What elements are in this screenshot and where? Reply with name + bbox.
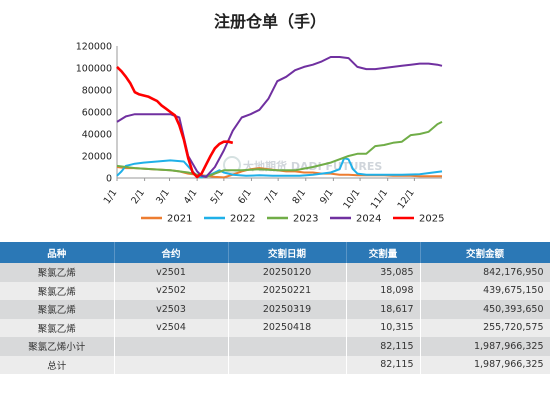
table-row: 聚氯乙烯 v2502 20250221 18,098 439,675,150 [0,281,550,300]
cell-date: 20250319 [228,300,347,319]
x-tick-label: 6/1 [236,187,254,206]
x-tick-label: 1/1 [102,187,120,206]
cell-variety: 聚氯乙烯 [0,300,115,319]
cell-volume: 35,085 [346,263,421,282]
y-tick-label: 20000 [82,152,112,163]
cell-amount: 450,393,650 [420,300,550,319]
y-tick-label: 40000 [82,130,112,141]
header-variety: 品种 [0,242,115,263]
y-tick-label: 60000 [82,108,112,119]
legend-label-2023: 2023 [293,214,318,225]
chart-title: 注册仓单（手） [214,12,326,31]
cell-date [228,337,347,356]
legend-label-2025: 2025 [419,214,444,225]
cell-contract: v2504 [114,318,229,337]
cell-volume: 18,617 [346,300,421,319]
header-delivery-volume: 交割量 [346,242,421,263]
table-row: 聚氯乙烯 v2504 20250418 10,315 255,720,575 [0,318,550,337]
table-row: 聚氯乙烯 v2501 20250120 35,085 842,176,950 [0,263,550,282]
x-tick-label: 8/1 [290,187,308,206]
cell-date: 20250221 [228,281,347,300]
header-delivery-amount: 交割金额 [420,242,550,263]
series-line-2024 [116,56,443,178]
line-chart: 注册仓单（手） 大地期货 DADI FUTURES 0 20000 40000 600… [76,12,445,225]
cell-volume: 18,098 [346,281,421,300]
cell-amount: 439,675,150 [420,281,550,300]
cell-contract: v2501 [114,263,229,282]
y-tick-label: 80000 [82,86,112,97]
x-tick-label: 12/1 [396,187,417,211]
x-tick-label: 5/1 [209,187,227,206]
table-row-subtotal: 聚氯乙烯小计 82,115 1,987,966,325 [0,337,550,356]
cell-volume: 82,115 [346,337,421,356]
cell-amount: 1,987,966,325 [420,355,550,374]
series-line-2023 [116,121,443,178]
cell-volume: 10,315 [346,318,421,337]
y-tick-label: 0 [106,174,112,185]
cell-variety: 聚氯乙烯 [0,263,115,282]
cell-variety: 聚氯乙烯 [0,281,115,300]
cell-variety: 聚氯乙烯 [0,318,115,337]
cell-amount: 1,987,966,325 [420,337,550,356]
table-row: 聚氯乙烯 v2503 20250319 18,617 450,393,650 [0,300,550,319]
x-tick-label: 7/1 [263,187,281,206]
watermark-icon [223,156,241,174]
cell-variety: 聚氯乙烯小计 [0,337,115,356]
cell-amount: 842,176,950 [420,263,550,282]
header-contract: 合约 [114,242,229,263]
cell-contract [114,337,229,356]
table-header-row: 品种 合约 交割日期 交割量 交割金额 [0,242,550,263]
cell-volume: 82,115 [346,355,421,374]
series-line-2022 [116,157,443,179]
legend-label-2024: 2024 [356,214,381,225]
x-tick-label: 3/1 [154,187,172,206]
cell-variety: 总计 [0,355,115,374]
cell-date [228,355,347,374]
cell-contract [114,355,229,374]
cell-contract: v2503 [114,300,229,319]
legend-label-2022: 2022 [230,214,255,225]
series-line-2025 [116,65,234,179]
cell-date: 20250418 [228,318,347,337]
x-tick-label: 10/1 [341,187,362,211]
x-tick-label: 4/1 [182,187,200,206]
x-tick-label: 2/1 [129,187,147,206]
legend-label-2021: 2021 [167,214,192,225]
watermark-text: 大地期货 DADI FUTURES [243,159,382,173]
x-tick-label: 11/1 [369,187,390,211]
chart-area: 注册仓单（手） 大地期货 DADI FUTURES 0 20000 40000 600… [76,12,445,225]
cell-contract: v2502 [114,281,229,300]
table-row-total: 总计 82,115 1,987,966,325 [0,355,550,374]
x-tick-label: 9/1 [318,187,336,206]
y-tick-label: 120000 [76,42,112,53]
cell-date: 20250120 [228,263,347,282]
y-tick-label: 100000 [76,64,112,75]
delivery-table: 品种 合约 交割日期 交割量 交割金额 聚氯乙烯 v2501 20250120 … [0,242,550,400]
header-delivery-date: 交割日期 [228,242,347,263]
cell-amount: 255,720,575 [420,318,550,337]
